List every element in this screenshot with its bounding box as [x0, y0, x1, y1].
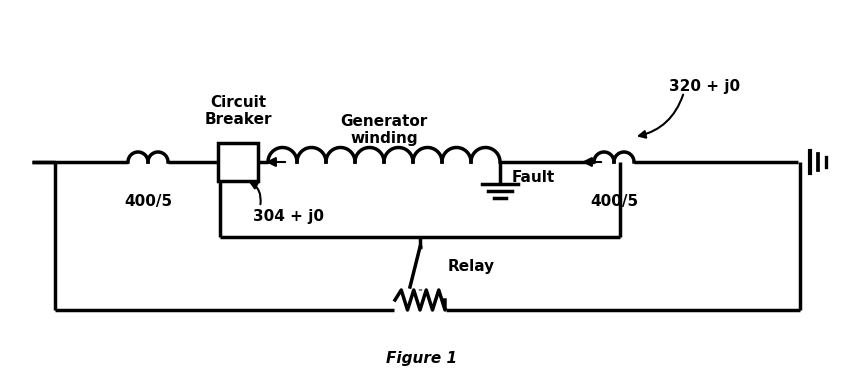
Text: Figure 1: Figure 1 [387, 350, 457, 365]
Text: 304 + j0: 304 + j0 [253, 209, 324, 224]
Text: Fault: Fault [512, 170, 555, 185]
Text: 400/5: 400/5 [124, 194, 172, 209]
Bar [218, 143, 258, 181]
Text: Relay: Relay [448, 259, 495, 274]
Text: Generator
winding: Generator winding [340, 114, 428, 146]
Text: 400/5: 400/5 [590, 194, 638, 209]
Text: 320 + j0: 320 + j0 [669, 79, 740, 94]
Text: Circuit
Breaker: Circuit Breaker [204, 95, 272, 127]
